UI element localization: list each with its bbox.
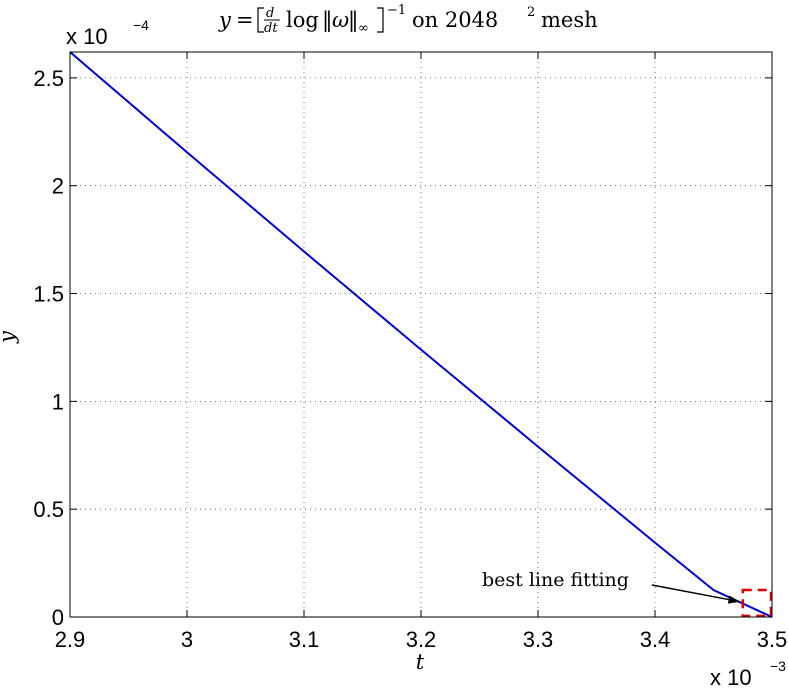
y-tick-label: 1 bbox=[52, 389, 64, 414]
title-norm-var: ω bbox=[332, 8, 349, 32]
x-multiplier-base: x 10 bbox=[710, 665, 752, 690]
y-multiplier-exp: −4 bbox=[133, 17, 149, 33]
y-tick-label: 1.5 bbox=[33, 282, 64, 307]
title-log: log bbox=[286, 8, 319, 32]
title-suffix: on 2048 bbox=[412, 8, 498, 32]
annotation-label: best line fitting bbox=[482, 569, 629, 591]
x-multiplier: x 10 −3 bbox=[710, 658, 786, 690]
plot-frame bbox=[69, 51, 773, 618]
y-multiplier-base: x 10 bbox=[66, 24, 108, 49]
x-tick-label: 3.5 bbox=[757, 627, 788, 652]
y-tick-label: 2 bbox=[52, 174, 64, 199]
y-tick-label: 0.5 bbox=[33, 497, 64, 522]
title-norm-close: ‖ bbox=[348, 8, 359, 33]
series bbox=[69, 51, 773, 618]
title-frac-den: dt bbox=[264, 21, 278, 36]
x-tick-label: 3.3 bbox=[523, 627, 554, 652]
annotation: best line fitting bbox=[482, 569, 773, 618]
annotation-box bbox=[741, 588, 773, 618]
annotation-arrow bbox=[651, 584, 740, 603]
annotation-arrowhead bbox=[727, 595, 740, 604]
title-left-bracket bbox=[257, 7, 264, 33]
title-lhs: y bbox=[218, 8, 232, 32]
grid bbox=[70, 52, 772, 617]
title-suffix-tail: mesh bbox=[541, 8, 598, 32]
x-tick-label: 3.4 bbox=[640, 627, 671, 652]
title-frac-num: d bbox=[266, 6, 274, 21]
title-norm-sub: ∞ bbox=[358, 21, 369, 36]
series-line bbox=[69, 51, 773, 618]
x-multiplier-exp: −3 bbox=[770, 658, 786, 674]
y-tick-label: 2.5 bbox=[33, 66, 64, 91]
x-tick-label: 3.2 bbox=[406, 627, 437, 652]
title-norm-open: ‖ bbox=[322, 8, 333, 33]
title-eq: = bbox=[236, 8, 254, 32]
x-tick-label: 3 bbox=[181, 627, 193, 652]
y-multiplier: x 10 −4 bbox=[66, 17, 149, 49]
x-tick-label: 2.9 bbox=[55, 627, 86, 652]
ticks: 2.9 3 3.1 3.2 3.3 3.4 3.5 0 0.5 1 1.5 2 2.5 bbox=[33, 52, 787, 652]
chart-title: y = d dt log ‖ ω ‖ ∞ −1 on 2048 2 mesh bbox=[218, 3, 598, 36]
title-right-bracket bbox=[377, 7, 384, 33]
y-axis-label: y bbox=[0, 330, 19, 344]
title-power: −1 bbox=[387, 3, 406, 18]
title-suffix-exp: 2 bbox=[527, 5, 535, 20]
x-tick-label: 3.1 bbox=[289, 627, 320, 652]
y-tick-label: 0 bbox=[52, 605, 64, 630]
x-axis-label: t bbox=[416, 650, 425, 674]
